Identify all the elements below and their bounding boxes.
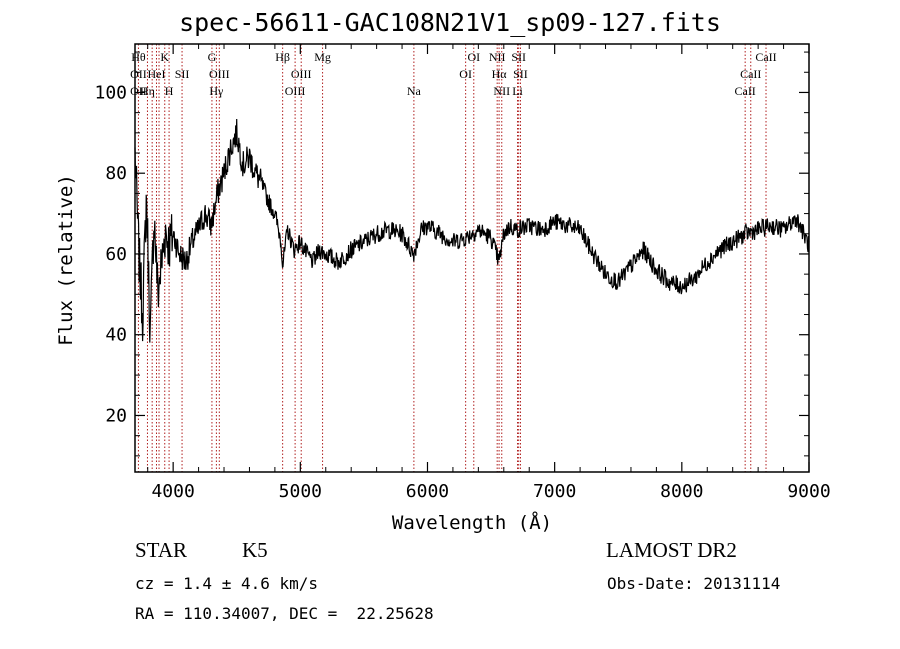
spectral-line-label: Hβ: [275, 50, 290, 64]
survey-label: LAMOST DR2: [606, 538, 737, 562]
spectral-line-label: Hη: [140, 84, 155, 98]
spectral-line-label: G: [208, 50, 217, 64]
spectral-line-label: NII: [489, 50, 506, 64]
spectral-line-label: OI: [467, 50, 480, 64]
y-tick-label: 40: [105, 325, 127, 346]
axes: 4000 5000 6000 7000 8000 9000 20 40 60 80 100: [94, 44, 831, 502]
spectral-line-label: OIII: [285, 84, 306, 98]
spectral-line-label: H: [165, 84, 174, 98]
chart-title: spec-56611-GAC108N21V1_sp09-127.fits: [179, 8, 721, 37]
cz-value: cz = 1.4 ± 4.6 km/s: [135, 574, 319, 593]
x-tick-label: 8000: [660, 481, 703, 502]
spectral-line-label: CaII: [734, 84, 755, 98]
spectral-line-label: OIII: [291, 67, 312, 81]
x-tick-label: 9000: [787, 481, 830, 502]
y-axis-label: Flux (relative): [55, 174, 77, 346]
spectral-line-label: HeI: [147, 67, 165, 81]
obs-date: Obs-Date: 20131114: [607, 574, 781, 593]
spectral-line-label: SII: [175, 67, 190, 81]
spectral-line-label: NII: [493, 84, 510, 98]
spectral-line-label: Mg: [314, 50, 331, 64]
spectral-line-markers: [137, 44, 767, 472]
spectral-line-label: OI: [459, 67, 472, 81]
coordinates: RA = 110.34007, DEC = 22.25628: [135, 604, 434, 623]
class-label: STAR: [135, 538, 187, 562]
spectral-line-label: OIII: [209, 67, 230, 81]
x-tick-label: 5000: [279, 481, 322, 502]
spectral-line-label: SII: [513, 67, 528, 81]
spectral-line-labels: HθOIIOIIHηHeIKHSIIGHγOIIIHβOIIIOIIIMgNaO…: [130, 50, 777, 98]
spectral-line-label: Li: [512, 84, 523, 98]
spectral-line-label: Hα: [492, 67, 508, 81]
x-tick-label: 4000: [151, 481, 194, 502]
spectral-line-label: Hγ: [209, 84, 224, 98]
spectral-line-label: OII: [130, 67, 147, 81]
spectral-line-label: SII: [511, 50, 526, 64]
spectral-line-label: CaII: [755, 50, 776, 64]
spectral-line-label: CaII: [740, 67, 761, 81]
subclass-label: K5: [242, 538, 268, 562]
spectral-line-label: K: [160, 50, 169, 64]
x-axis-label: Wavelength (Å): [392, 511, 552, 534]
spectrum-line: [134, 118, 810, 343]
x-tick-label: 7000: [533, 481, 576, 502]
y-tick-label: 60: [105, 244, 127, 265]
y-tick-label: 80: [105, 163, 127, 184]
x-tick-label: 6000: [406, 481, 449, 502]
y-tick-label: 20: [105, 405, 127, 426]
y-tick-label: 100: [94, 82, 127, 103]
plot-frame: [134, 43, 810, 473]
spectral-line-label: Na: [407, 84, 422, 98]
